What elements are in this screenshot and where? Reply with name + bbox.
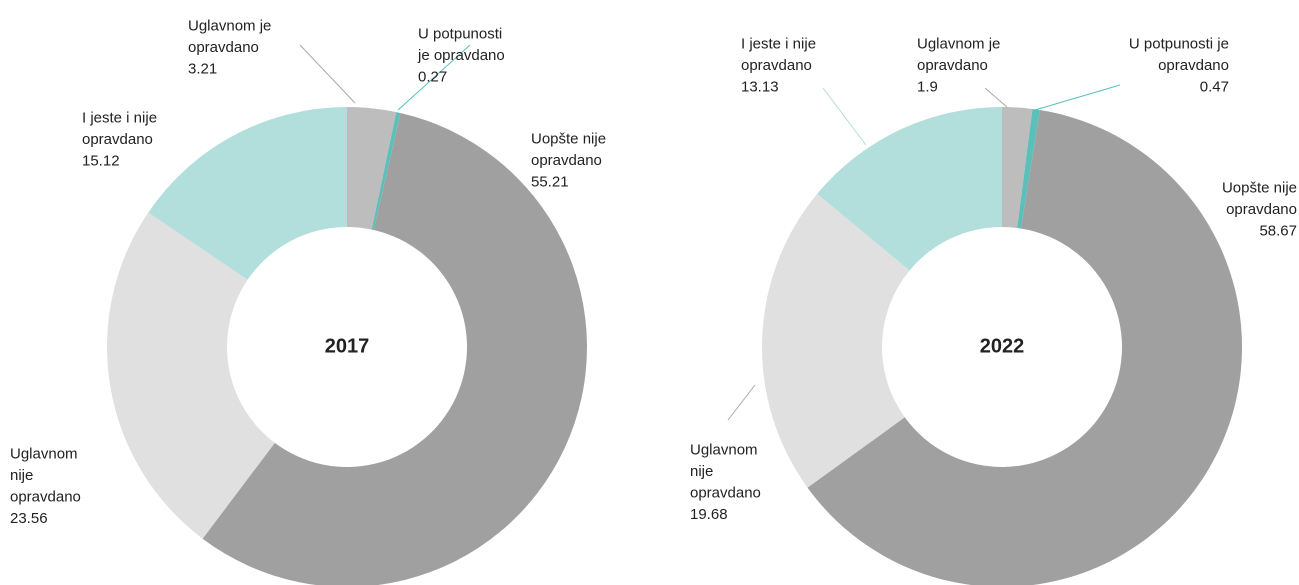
donut-segment: [106, 212, 275, 539]
donut-segment: [1002, 107, 1033, 228]
segment-label: je opravdano: [417, 47, 505, 64]
segment-label: Uopšte nije: [1222, 179, 1297, 196]
segment-label: Uglavnom: [10, 445, 78, 462]
segment-label: nije: [690, 463, 713, 480]
segment-label: opravdano: [1226, 201, 1297, 218]
leader-line: [397, 44, 471, 111]
segment-label: U potpunosti: [418, 25, 502, 42]
segment-label: opravdano: [531, 152, 602, 169]
segment-value: 13.13: [741, 78, 779, 95]
leader-line: [1034, 84, 1121, 111]
donut-segment: [807, 110, 1242, 585]
segment-label: I jeste i nije: [82, 109, 157, 126]
donut-segment: [347, 107, 397, 230]
segment-label: opravdano: [741, 57, 812, 74]
segment-value: 55.21: [531, 173, 569, 190]
donut-segment: [371, 112, 401, 231]
donut-segment: [1017, 108, 1040, 229]
segment-value: 58.67: [1259, 222, 1297, 239]
segment-label: opravdano: [690, 484, 761, 501]
leader-line: [822, 87, 867, 146]
segment-value: 19.68: [690, 506, 728, 523]
segment-label: opravdano: [917, 57, 988, 74]
donut-segment: [202, 113, 587, 585]
segment-value: 1.9: [917, 78, 938, 95]
segment-value: 3.21: [188, 60, 217, 77]
leader-line: [299, 44, 356, 104]
chart-title: 2017: [325, 335, 370, 357]
segment-value: 0.27: [418, 68, 447, 85]
chart-title: 2022: [980, 335, 1025, 357]
donut-segment: [148, 107, 347, 280]
segment-label: I jeste i nije: [741, 35, 816, 52]
segment-label: Uglavnom je: [188, 17, 271, 34]
segment-label: opravdano: [10, 488, 81, 505]
segment-label: U potpunosti je: [1129, 35, 1229, 52]
segment-label: opravdano: [1158, 57, 1229, 74]
donut-segment: [762, 193, 910, 488]
leader-line: [727, 384, 756, 421]
segment-label: Uglavnom je: [917, 35, 1000, 52]
leader-line: [984, 87, 1008, 108]
segment-value: 0.47: [1200, 78, 1229, 95]
segment-label: Uglavnom: [690, 441, 758, 458]
segment-label: opravdano: [188, 39, 259, 56]
segment-label: opravdano: [82, 131, 153, 148]
segment-label: nije: [10, 467, 33, 484]
donut-segment: [817, 107, 1002, 271]
segment-value: 23.56: [10, 510, 48, 527]
segment-label: Uopšte nije: [531, 130, 606, 147]
segment-value: 15.12: [82, 152, 120, 169]
